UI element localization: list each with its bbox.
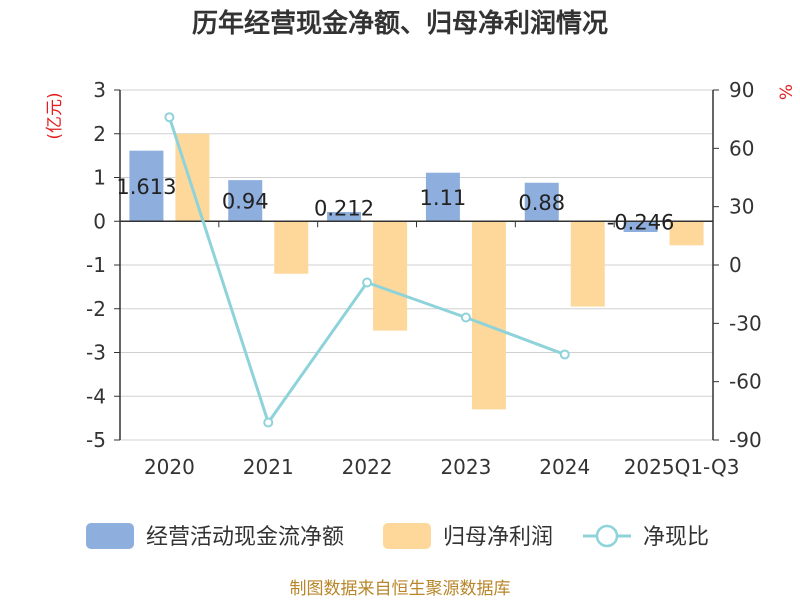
bar [570, 221, 605, 307]
left-tick-label: 1 [93, 166, 106, 190]
bar [524, 182, 559, 222]
bar [175, 133, 210, 222]
legend: 经营活动现金流净额 归母净利润 净现比 [86, 523, 709, 550]
ratio-point [164, 112, 175, 123]
left-tick-label: -3 [86, 341, 106, 365]
ratio-line [164, 112, 570, 428]
legend-label: 经营活动现金流净额 [146, 525, 344, 550]
data-labels: 1.613 0.94 0.212 1.11 0.88 -0.246 [116, 175, 674, 234]
right-tick-label: 60 [729, 136, 754, 160]
right-tick-label: -30 [729, 311, 762, 335]
tick-labels: 3 2 1 0 -1 -2 -3 -4 -5 90 60 30 0 -30 -60 -90 2020 2021 20… [86, 78, 762, 479]
bar-value-label: -0.246 [607, 210, 675, 234]
bar [623, 221, 658, 233]
legend-label: 归母净利润 [443, 525, 553, 550]
bars [129, 133, 704, 410]
bar [471, 221, 506, 410]
axes [114, 89, 719, 441]
left-tick-label: -1 [86, 253, 106, 277]
left-tick-label: -4 [86, 384, 106, 408]
left-axis-unit: (亿元) [45, 92, 65, 139]
right-axis-unit: % [777, 84, 797, 100]
bar [327, 211, 362, 222]
data-source: 制图数据来自恒生聚源数据库 [290, 579, 511, 599]
legend-marker [595, 524, 619, 548]
category-label: 2020 [144, 455, 195, 479]
right-tick-label: 0 [729, 253, 742, 277]
left-tick-label: -2 [86, 297, 106, 321]
left-tick-label: 3 [93, 78, 106, 102]
category-label: 2024 [539, 455, 590, 479]
legend-swatch [383, 523, 431, 549]
right-tick-label: 90 [729, 78, 754, 102]
bar-value-label: 1.11 [420, 186, 467, 210]
bar [274, 221, 309, 274]
left-tick-label: 2 [93, 122, 106, 146]
category-label: 2025Q1-Q3 [624, 455, 740, 479]
right-tick-label: 30 [729, 195, 754, 219]
left-tick-label: -5 [86, 428, 106, 452]
category-label: 2023 [440, 455, 491, 479]
bar [373, 221, 408, 331]
ratio-point [559, 349, 570, 360]
category-label: 2021 [243, 455, 294, 479]
bar [129, 150, 164, 222]
bar-value-label: 0.88 [518, 191, 565, 215]
bar-value-label: 0.94 [222, 190, 269, 214]
ratio-point [362, 277, 373, 288]
bar [228, 180, 263, 222]
left-tick-label: 0 [93, 209, 106, 233]
right-tick-label: -60 [729, 370, 762, 394]
legend-swatch [86, 523, 134, 549]
category-label: 2022 [342, 455, 393, 479]
ratio-point [263, 417, 274, 428]
bar [669, 221, 704, 246]
ratio-point [460, 312, 471, 323]
legend-label: 净现比 [643, 525, 709, 550]
chart-title: 历年经营现金净额、归母净利润情况 [192, 8, 608, 39]
bar-value-label: 0.212 [314, 196, 374, 220]
bar-value-label: 1.613 [116, 175, 176, 199]
bar [425, 172, 460, 222]
right-tick-label: -90 [729, 428, 762, 452]
